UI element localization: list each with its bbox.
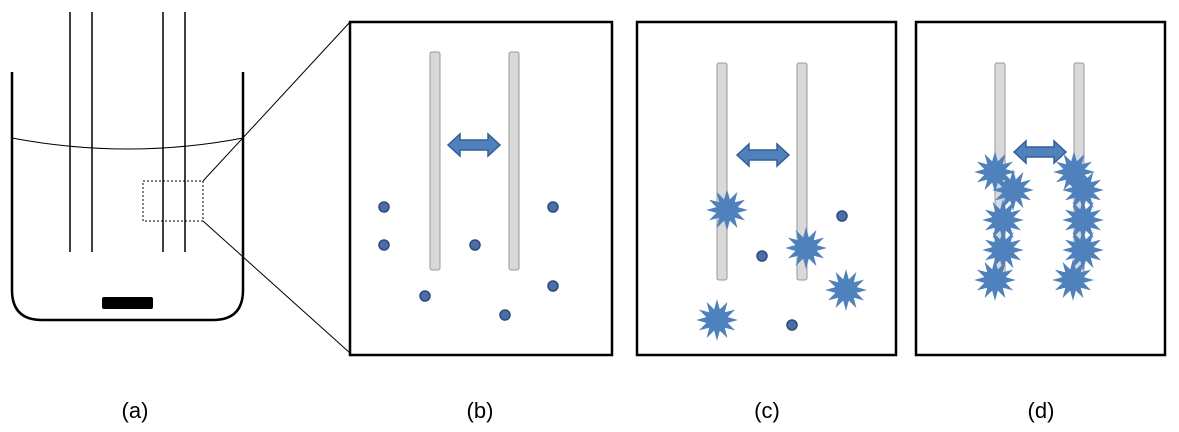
panel-c (637, 22, 896, 355)
diagram: (a) (b) (c) (d) (0, 0, 1179, 432)
stir-bar (102, 297, 153, 309)
panel-label: (a) (122, 398, 149, 423)
panel-label: (c) (754, 398, 780, 423)
beaker (12, 12, 350, 353)
panel-label: (b) (467, 398, 494, 423)
panel-label: (d) (1028, 398, 1055, 423)
panel-b (350, 22, 612, 355)
panel-d (916, 22, 1165, 355)
